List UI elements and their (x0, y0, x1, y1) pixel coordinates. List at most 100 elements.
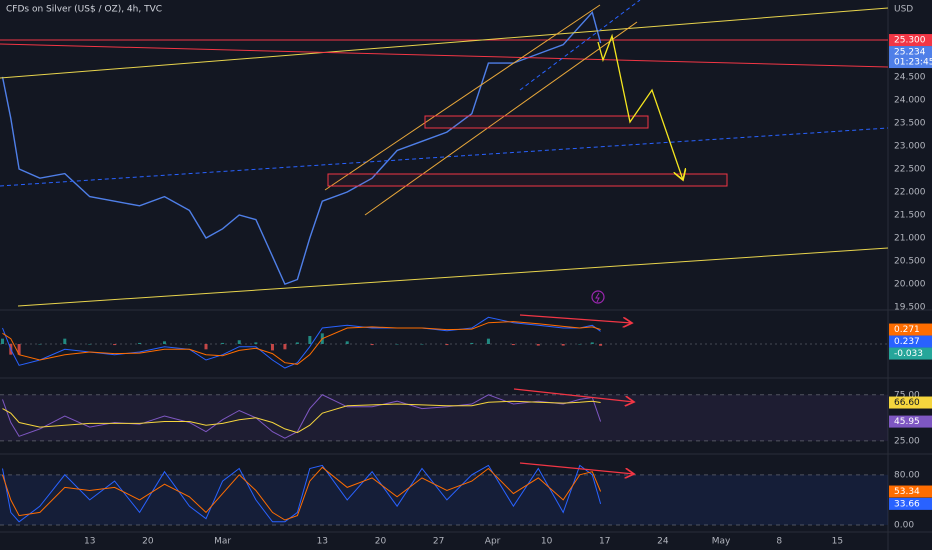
price-label: 0.237 (894, 337, 920, 347)
indicator-line (2, 394, 602, 439)
price-label-box (889, 347, 932, 360)
histogram-bar (113, 344, 117, 346)
indicator-line (2, 316, 601, 369)
zone (327, 173, 728, 187)
divergence-arrow (519, 462, 634, 474)
channel-line (324, 4, 601, 191)
band (0, 474, 888, 525)
trend-line (0, 7, 889, 79)
x-tick-label: Mar (214, 537, 231, 547)
histogram-bar (599, 344, 603, 346)
histogram-bar (511, 344, 515, 346)
histogram-bar (470, 342, 474, 344)
y-tick-label: 80.00 (894, 470, 920, 480)
currency: USD (894, 5, 913, 15)
y-tick-label: 23.000 (894, 141, 926, 151)
histogram-bar (590, 342, 594, 344)
histogram-bar (420, 344, 424, 345)
price-label: 45.95 (894, 417, 920, 427)
trend-line (17, 247, 889, 307)
histogram-bar (162, 341, 166, 344)
event-icon-bolt (595, 292, 600, 303)
channel-line (364, 21, 638, 216)
y-tick-label: 21.000 (894, 234, 926, 244)
histogram-bar (445, 344, 449, 346)
y-tick-label: 75.00 (894, 390, 920, 400)
y-tick-label: 20.500 (894, 257, 926, 267)
histogram-bar (38, 344, 42, 345)
band (0, 394, 888, 441)
y-tick-label: 22.000 (894, 187, 926, 197)
price-label: -0.033 (894, 349, 923, 359)
event-icon[interactable] (591, 290, 605, 304)
price-label: 33.66 (894, 499, 920, 509)
divergence-arrow (513, 388, 634, 402)
histogram-bar (88, 344, 92, 345)
histogram-bar (295, 342, 299, 344)
histogram-bar (486, 338, 490, 344)
price-label-box (889, 323, 932, 336)
price-label-box (889, 335, 932, 348)
y-tick-label: 20.000 (894, 280, 926, 290)
y-tick-label: 25.00 (894, 436, 920, 446)
indicator-line (2, 400, 601, 434)
histogram-bar (221, 342, 225, 344)
x-tick-label: 27 (433, 537, 444, 547)
trend-line (519, 0, 641, 91)
x-tick-label: 13 (84, 537, 95, 547)
price-label-box (889, 415, 932, 428)
plot: 13 20 Mar 13 20 27 Apr 10 17 24 May 8 15 19.500 20.000… (0, 10, 932, 547)
price-label: 25.300 (894, 36, 926, 46)
drawings (0, 0, 889, 474)
histogram-bar (63, 338, 67, 344)
histogram-bar (254, 342, 258, 344)
indicator-line (2, 466, 602, 521)
y-tick-label: 21.500 (894, 211, 926, 221)
histogram-bar (283, 344, 287, 350)
indicator-line (2, 464, 602, 523)
histogram-bar (308, 336, 312, 344)
histogram-bar (578, 344, 582, 345)
x-tick-label: 17 (599, 537, 610, 547)
y-tick-label: 19.500 (894, 303, 926, 313)
countdown: 01:23:45 (894, 58, 932, 68)
histogram-bar (0, 338, 4, 344)
divergence-arrow (519, 314, 632, 323)
x-tick-label: Apr (485, 537, 501, 547)
chart-title: CFDs on Silver (US$ / OZ), 4h, TVC (6, 5, 162, 15)
histogram-bar (395, 344, 399, 345)
price-label-box (889, 497, 932, 510)
price-label: 53.34 (894, 487, 920, 497)
y-tick-label: 24.500 (894, 72, 926, 82)
trend-line (0, 127, 889, 187)
y-tick-label: 23.500 (894, 118, 926, 128)
x-tick-label: 20 (375, 537, 387, 547)
x-tick-label: 10 (541, 537, 553, 547)
histogram-bar (561, 344, 565, 346)
zone (424, 115, 649, 129)
histogram-bar (237, 340, 241, 344)
price-label-box (889, 485, 932, 498)
indicator-line (2, 321, 601, 365)
price-label-box (889, 46, 932, 69)
x-tick-label: 8 (776, 537, 782, 547)
price-label-box (889, 34, 932, 47)
price-label: 0.271 (894, 325, 920, 335)
x-tick-label: 15 (832, 537, 843, 547)
histogram-bar (345, 341, 349, 344)
histogram-bar (204, 344, 208, 350)
x-tick-label: 24 (657, 537, 669, 547)
x-tick-label: 20 (142, 537, 154, 547)
histogram-bar (138, 342, 142, 344)
x-tick-label: May (712, 537, 731, 547)
y-tick-label: 22.500 (894, 164, 926, 174)
price-line-series (1, 10, 602, 285)
histogram-bar (17, 344, 21, 355)
x-tick-label: 13 (317, 537, 328, 547)
histogram-bar (536, 344, 540, 346)
y-tick-label: 24.000 (894, 95, 926, 105)
histogram-bar (370, 344, 374, 346)
